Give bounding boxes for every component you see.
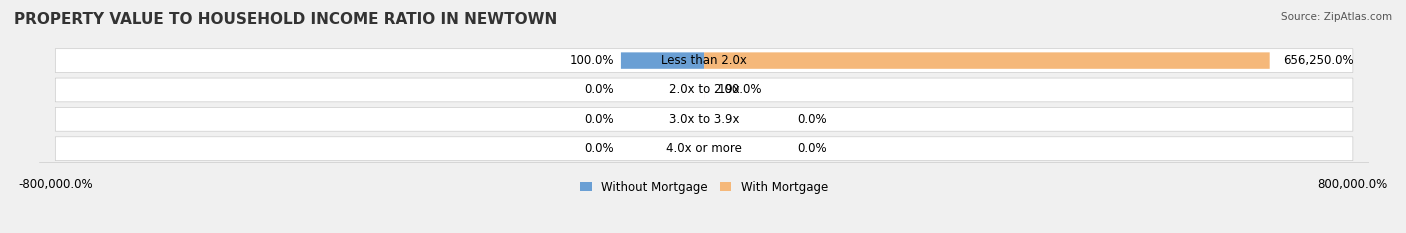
Text: 656,250.0%: 656,250.0% — [1284, 54, 1354, 67]
Text: 0.0%: 0.0% — [585, 83, 614, 96]
Text: 0.0%: 0.0% — [797, 142, 827, 155]
FancyBboxPatch shape — [55, 107, 1353, 131]
Text: 0.0%: 0.0% — [797, 113, 827, 126]
Text: 100.0%: 100.0% — [717, 83, 762, 96]
FancyBboxPatch shape — [55, 49, 1353, 72]
Text: Less than 2.0x: Less than 2.0x — [661, 54, 747, 67]
FancyBboxPatch shape — [55, 137, 1353, 161]
Text: 4.0x or more: 4.0x or more — [666, 142, 742, 155]
Text: Source: ZipAtlas.com: Source: ZipAtlas.com — [1281, 12, 1392, 22]
FancyBboxPatch shape — [704, 52, 1270, 69]
FancyBboxPatch shape — [55, 78, 1353, 102]
Text: 100.0%: 100.0% — [569, 54, 614, 67]
Legend: Without Mortgage, With Mortgage: Without Mortgage, With Mortgage — [575, 176, 832, 198]
FancyBboxPatch shape — [621, 52, 704, 69]
Text: 0.0%: 0.0% — [585, 113, 614, 126]
Text: 3.0x to 3.9x: 3.0x to 3.9x — [669, 113, 740, 126]
Text: 2.0x to 2.9x: 2.0x to 2.9x — [669, 83, 740, 96]
Text: 0.0%: 0.0% — [585, 142, 614, 155]
Text: PROPERTY VALUE TO HOUSEHOLD INCOME RATIO IN NEWTOWN: PROPERTY VALUE TO HOUSEHOLD INCOME RATIO… — [14, 12, 557, 27]
